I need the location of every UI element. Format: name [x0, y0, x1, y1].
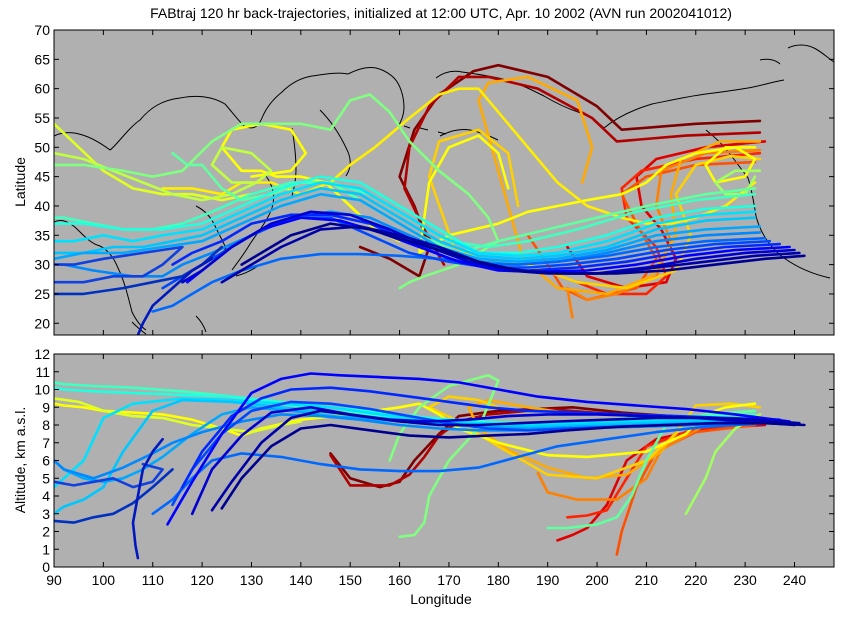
- map-trajectory-31: [136, 257, 214, 335]
- x-tick-label: 140: [289, 572, 313, 588]
- y-tick-label: 40: [34, 198, 50, 214]
- x-tick-label: 110: [142, 572, 165, 588]
- map-trajectory-8: [418, 134, 757, 255]
- x-tick-label: 180: [487, 572, 511, 588]
- x-tick-label: 220: [684, 572, 708, 588]
- x-tick-label: 160: [388, 572, 412, 588]
- y-tick-label: 1: [42, 541, 50, 557]
- y-tick-label: 55: [34, 110, 50, 126]
- map-trajectory-12: [54, 146, 273, 202]
- y-tick-label: 4: [42, 488, 50, 504]
- y-tick-label: 3: [42, 506, 50, 522]
- longitude-xlabel: Longitude: [410, 591, 472, 607]
- y-tick-label: 9: [42, 399, 50, 415]
- map-trajectory-4: [526, 160, 757, 302]
- altitude-trajectory-15: [54, 397, 757, 489]
- map-trajectory-18: [54, 181, 757, 258]
- coast-alaska-south: [439, 129, 499, 141]
- y-tick-label: 70: [34, 22, 50, 38]
- y-tick-label: 8: [42, 417, 50, 433]
- map-trajectories: [54, 63, 806, 335]
- x-tick-label: 100: [92, 572, 116, 588]
- y-tick-label: 65: [34, 51, 50, 67]
- x-tick-label: 90: [46, 572, 62, 588]
- map-plot-area: [54, 30, 834, 335]
- altitude-trajectory-11: [388, 374, 500, 539]
- coast-arctic-islands: [759, 44, 834, 65]
- longitude-x-axis: 90 100 110 120 130 140 150 160 170 180 190 200 210 22…: [46, 354, 806, 588]
- map-panel: 20 25 30 35 40 45 50 55 60 65 70 Latitude: [12, 22, 835, 336]
- y-tick-label: 11: [35, 364, 50, 380]
- map-trajectory-29: [54, 245, 184, 284]
- y-tick-label: 20: [34, 315, 50, 331]
- y-tick-label: 60: [34, 81, 50, 97]
- altitude-trajectory-9: [54, 397, 303, 434]
- altitude-trajectory-10: [684, 413, 762, 516]
- coast-china: [54, 219, 147, 331]
- y-tick-label: 0: [42, 559, 50, 575]
- y-tick-label: 2: [42, 524, 50, 540]
- y-tick-label: 30: [34, 257, 50, 273]
- map-trajectory-26: [181, 210, 796, 284]
- y-tick-label: 35: [34, 227, 50, 243]
- altitude-trajectory-25: [220, 421, 806, 510]
- x-tick-label: 230: [733, 572, 757, 588]
- x-tick-label: 130: [240, 572, 264, 588]
- coast-canada: [603, 79, 785, 129]
- y-tick-label: 45: [34, 169, 50, 185]
- x-tick-label: 240: [783, 572, 807, 588]
- altitude-trajectory-5: [536, 416, 762, 501]
- map-ylabel: Latitude: [12, 157, 28, 207]
- coast-siberia-ne: [347, 67, 405, 131]
- altitude-trajectory-17: [54, 406, 762, 484]
- map-trajectory-13: [714, 169, 762, 196]
- map-trajectory-19: [54, 187, 757, 261]
- map-y-axis: 20 25 30 35 40 45 50 55 60 65 70: [34, 22, 834, 335]
- x-tick-label: 210: [635, 572, 659, 588]
- map-trajectory-28: [240, 222, 806, 275]
- coast-philippines: [131, 315, 207, 335]
- x-tick-label: 200: [585, 572, 609, 588]
- altitude-trajectory-27: [54, 468, 174, 524]
- y-tick-label: 12: [34, 346, 50, 362]
- altitude-trajectory-26: [54, 462, 164, 489]
- map-trajectory-17: [54, 175, 757, 255]
- y-tick-label: 7: [42, 435, 50, 451]
- coast-aleutians: [403, 125, 447, 135]
- map-trajectory-20: [54, 192, 762, 263]
- altitude-trajectory-7: [427, 395, 762, 480]
- altitude-trajectory-4: [615, 423, 757, 556]
- y-tick-label: 6: [42, 453, 50, 469]
- y-tick-label: 25: [34, 286, 50, 302]
- altitude-trajectory-19: [151, 421, 767, 516]
- x-tick-label: 150: [339, 572, 363, 588]
- x-tick-label: 190: [536, 572, 560, 588]
- x-tick-label: 170: [437, 572, 461, 588]
- altitude-trajectory-16: [54, 398, 757, 516]
- map-trajectory-1: [403, 75, 762, 266]
- altitude-ylabel: Altitude, km a.s.l.: [12, 407, 28, 514]
- coast-asia-north: [54, 72, 349, 151]
- coast-sakhalin: [291, 127, 297, 197]
- y-tick-label: 5: [42, 470, 50, 486]
- altitude-trajectory-22: [166, 372, 791, 526]
- altitude-trajectory-28: [131, 437, 164, 560]
- coast-kamchatka: [319, 109, 351, 177]
- altitude-trajectory-24: [210, 409, 801, 512]
- chart-title: FABtraj 120 hr back-trajectories, initia…: [150, 5, 732, 21]
- map-trajectory-11: [54, 122, 253, 202]
- x-tick-label: 120: [190, 572, 214, 588]
- y-tick-label: 10: [34, 382, 50, 398]
- altitude-trajectories: [54, 372, 806, 560]
- y-tick-label: 50: [34, 139, 50, 155]
- map-trajectory-22: [151, 236, 767, 313]
- altitude-plot-area: [54, 354, 834, 567]
